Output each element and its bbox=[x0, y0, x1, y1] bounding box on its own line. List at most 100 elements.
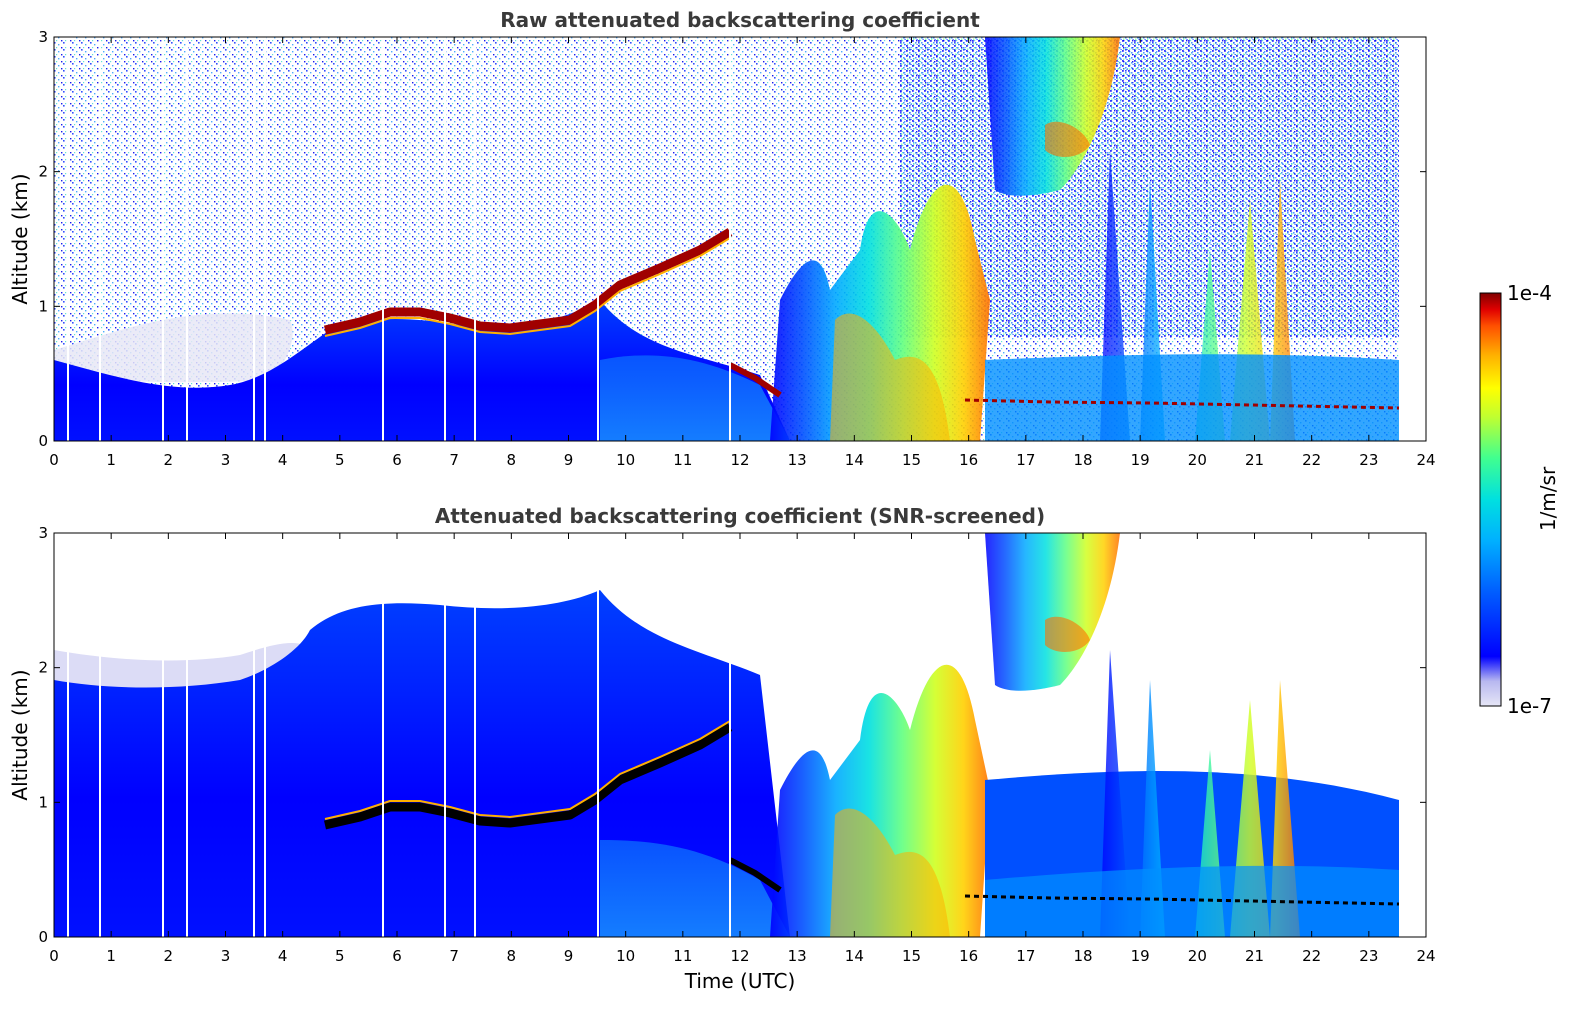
convective-region bbox=[770, 184, 990, 441]
low-aerosol-layer bbox=[728, 362, 782, 398]
data-gaps bbox=[67, 37, 731, 441]
afternoon-plumes bbox=[1100, 650, 1300, 937]
panel-snr-screened: 0 1 2 3 4 5 6 7 8 9 10 11 12 13 14 15 16 17 18 19 20 21 22 23 24… bbox=[8, 504, 1436, 993]
x-tick-label: 19 bbox=[1131, 947, 1150, 965]
surface-aerosol-layer bbox=[985, 865, 1399, 937]
boundary-layer-top bbox=[323, 723, 733, 830]
x-tick-label: 23 bbox=[1359, 451, 1378, 469]
x-tick-label: 2 bbox=[164, 451, 174, 469]
x-tick-label: 24 bbox=[1416, 451, 1435, 469]
y-tick-label: 0 bbox=[38, 432, 48, 450]
x-tick-label: 11 bbox=[673, 451, 692, 469]
surface-layer-line bbox=[964, 894, 1400, 906]
panel-raw-title: Raw attenuated backscattering coefficien… bbox=[500, 8, 980, 32]
y-tick-label: 1 bbox=[38, 793, 48, 811]
x-tick-label: 7 bbox=[449, 451, 459, 469]
x-tick-label: 10 bbox=[616, 947, 635, 965]
x-tick-label: 13 bbox=[788, 451, 807, 469]
x-tick-label: 9 bbox=[564, 947, 574, 965]
x-tick-label: 0 bbox=[49, 451, 59, 469]
panel-snr-x-ticks: 0 1 2 3 4 5 6 7 8 9 10 11 12 13 14 15 16 17 18 19 20 21 22 23 24 bbox=[49, 533, 1436, 965]
x-tick-label: 19 bbox=[1131, 451, 1150, 469]
x-tick-label: 1 bbox=[106, 947, 116, 965]
boundary-layer-top-edge bbox=[324, 237, 731, 337]
x-tick-label: 6 bbox=[392, 451, 402, 469]
x-tick-label: 10 bbox=[616, 451, 635, 469]
boundary-layer-lower bbox=[600, 840, 790, 937]
data-gaps bbox=[67, 533, 731, 937]
x-tick-label: 8 bbox=[507, 947, 517, 965]
colorbar-max-label: 1e-4 bbox=[1507, 281, 1552, 305]
x-tick-label: 16 bbox=[959, 451, 978, 469]
panel-snr-y-label: Altitude (km) bbox=[8, 669, 32, 800]
y-tick-label: 2 bbox=[38, 163, 48, 181]
x-tick-label: 8 bbox=[507, 451, 517, 469]
colorbar-unit-label: 1/m/sr bbox=[1536, 466, 1560, 531]
x-tick-label: 13 bbox=[788, 947, 807, 965]
panel-snr-y-ticks: 0 1 2 3 bbox=[38, 524, 1426, 946]
x-tick-label: 21 bbox=[1245, 947, 1264, 965]
colorbar: 1e-4 1e-7 1/m/sr bbox=[1479, 281, 1560, 718]
low-aerosol-layer bbox=[728, 857, 782, 893]
x-tick-label: 22 bbox=[1302, 947, 1321, 965]
x-tick-label: 16 bbox=[959, 947, 978, 965]
y-tick-label: 3 bbox=[38, 28, 48, 46]
x-tick-label: 21 bbox=[1245, 451, 1264, 469]
x-tick-label: 0 bbox=[49, 947, 59, 965]
x-tick-label: 12 bbox=[730, 451, 749, 469]
x-tick-label: 5 bbox=[335, 451, 345, 469]
x-tick-label: 15 bbox=[902, 451, 921, 469]
x-tick-label: 5 bbox=[335, 947, 345, 965]
x-tick-label: 20 bbox=[1188, 451, 1207, 469]
y-tick-label: 2 bbox=[38, 659, 48, 677]
x-tick-label: 22 bbox=[1302, 451, 1321, 469]
x-tick-label: 18 bbox=[1073, 451, 1092, 469]
x-tick-label: 4 bbox=[278, 451, 288, 469]
convective-core bbox=[830, 313, 950, 441]
x-axis-label: Time (UTC) bbox=[684, 969, 796, 993]
x-tick-label: 24 bbox=[1416, 947, 1435, 965]
x-tick-label: 15 bbox=[902, 947, 921, 965]
x-tick-label: 6 bbox=[392, 947, 402, 965]
panel-raw: 0 1 2 3 4 5 6 7 8 9 10 11 12 13 14 15 16 17 18 19 20 21 22 23 24… bbox=[8, 8, 1436, 469]
x-tick-label: 1 bbox=[106, 451, 116, 469]
surface-aerosol-layer bbox=[985, 354, 1399, 441]
upper-cloud-core bbox=[1045, 121, 1090, 157]
panel-snr-title: Attenuated backscattering coefficient (S… bbox=[435, 504, 1045, 528]
x-tick-label: 3 bbox=[221, 451, 231, 469]
panel-raw-heatmap bbox=[54, 37, 1400, 441]
y-tick-label: 3 bbox=[38, 524, 48, 542]
panel-raw-y-ticks: 0 1 2 3 bbox=[38, 28, 1426, 450]
boundary-layer-top bbox=[323, 228, 733, 335]
x-tick-label: 11 bbox=[673, 947, 692, 965]
x-tick-label: 12 bbox=[730, 947, 749, 965]
x-tick-label: 7 bbox=[449, 947, 459, 965]
boundary-layer-lower bbox=[600, 355, 790, 441]
boundary-layer-top-edge bbox=[324, 720, 731, 820]
x-tick-label: 9 bbox=[564, 451, 574, 469]
x-tick-label: 20 bbox=[1188, 947, 1207, 965]
convective-core bbox=[830, 808, 950, 937]
x-tick-label: 4 bbox=[278, 947, 288, 965]
surface-layer-line bbox=[964, 398, 1400, 410]
x-tick-label: 17 bbox=[1016, 947, 1035, 965]
x-tick-label: 3 bbox=[221, 947, 231, 965]
panel-snr-heatmap bbox=[54, 533, 1400, 937]
pale-haze bbox=[54, 313, 293, 383]
upper-cloud bbox=[985, 37, 1120, 196]
x-tick-label: 23 bbox=[1359, 947, 1378, 965]
x-tick-label: 14 bbox=[845, 451, 864, 469]
upper-cloud-core bbox=[1045, 616, 1090, 652]
colorbar-min-label: 1e-7 bbox=[1507, 694, 1552, 718]
panel-raw-x-ticks: 0 1 2 3 4 5 6 7 8 9 10 11 12 13 14 15 16 17 18 19 20 21 22 23 24 bbox=[49, 37, 1436, 469]
x-tick-label: 17 bbox=[1016, 451, 1035, 469]
y-tick-label: 1 bbox=[38, 297, 48, 315]
upper-cloud bbox=[985, 533, 1120, 691]
colorbar-gradient bbox=[1479, 292, 1502, 707]
x-tick-label: 14 bbox=[845, 947, 864, 965]
x-tick-label: 2 bbox=[164, 947, 174, 965]
convective-region bbox=[770, 664, 990, 937]
y-tick-label: 0 bbox=[38, 928, 48, 946]
x-tick-label: 18 bbox=[1073, 947, 1092, 965]
